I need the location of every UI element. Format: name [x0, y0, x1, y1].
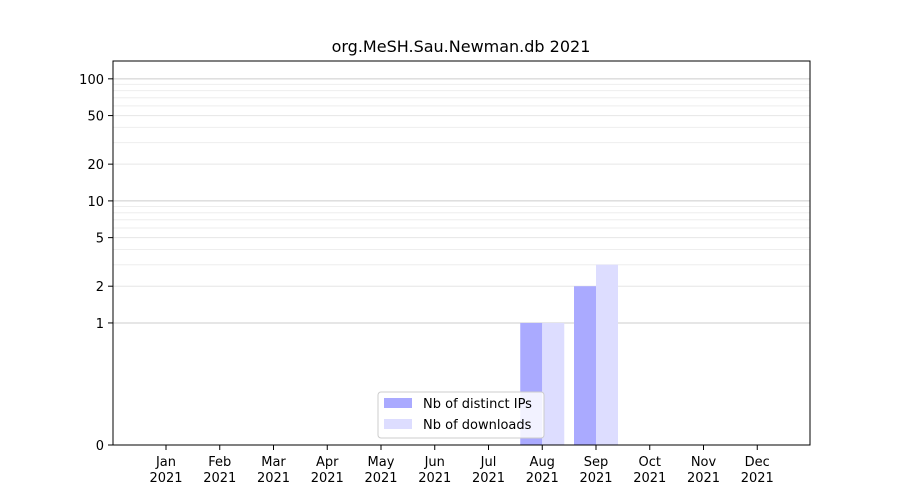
x-tick-label-year: 2021: [418, 471, 451, 486]
x-tick-label-year: 2021: [633, 471, 666, 486]
legend-swatch-distinct-ips: [384, 398, 412, 408]
x-tick-label-year: 2021: [472, 471, 505, 486]
y-axis: 0 1 2 5 10 20 50 100: [79, 73, 113, 454]
x-tick-label-month: Dec: [745, 455, 770, 470]
chart-title: org.MeSH.Sau.Newman.db 2021: [332, 37, 591, 56]
x-tick-label-month: Sep: [584, 455, 609, 470]
y-tick-label: 10: [87, 195, 104, 210]
x-tick-label-year: 2021: [311, 471, 344, 486]
plot-frame: [112, 60, 811, 446]
legend: Nb of distinct IPs Nb of downloads: [377, 391, 545, 439]
y-tick-label: 100: [79, 73, 104, 88]
x-tick-label-month: Jun: [424, 455, 445, 470]
x-tick-label-month: May: [368, 455, 395, 470]
x-tick-label-month: Mar: [261, 455, 286, 470]
x-tick-label-year: 2021: [526, 471, 559, 486]
legend-box: [377, 391, 545, 439]
x-tick-label-year: 2021: [741, 471, 774, 486]
bar-distinct-ips-sep: [574, 286, 596, 445]
grid-lines: [113, 78, 810, 324]
legend-swatch-downloads: [384, 419, 412, 429]
x-tick-label-year: 2021: [203, 471, 236, 486]
x-tick-label-month: Oct: [639, 455, 661, 470]
y-tick-label: 0: [96, 439, 104, 454]
y-tick-label: 50: [87, 110, 104, 125]
bar-downloads-sep: [596, 264, 618, 445]
y-tick-label: 20: [87, 158, 104, 173]
bar-downloads-aug: [542, 322, 565, 445]
x-tick-label-month: Aug: [530, 455, 555, 470]
x-tick-label-year: 2021: [579, 471, 612, 486]
x-tick-label-year: 2021: [149, 471, 182, 486]
x-tick-label-month: Jan: [155, 455, 176, 470]
x-tick-label-year: 2021: [687, 471, 720, 486]
legend-label-downloads: Nb of downloads: [423, 418, 532, 433]
x-tick-label-month: Nov: [691, 455, 717, 470]
x-tick-label-year: 2021: [364, 471, 397, 486]
y-tick-label: 2: [96, 280, 104, 295]
legend-label-distinct-ips: Nb of distinct IPs: [423, 397, 532, 412]
x-tick-label-month: Feb: [208, 455, 231, 470]
x-tick-label-month: Apr: [316, 455, 339, 470]
y-tick-label: 5: [96, 232, 104, 247]
x-tick-label-year: 2021: [257, 471, 290, 486]
x-axis: Jan2021Feb2021Mar2021Apr2021May2021Jun20…: [149, 445, 774, 486]
x-tick-label-month: Jul: [480, 455, 497, 470]
y-tick-label: 1: [96, 317, 104, 332]
